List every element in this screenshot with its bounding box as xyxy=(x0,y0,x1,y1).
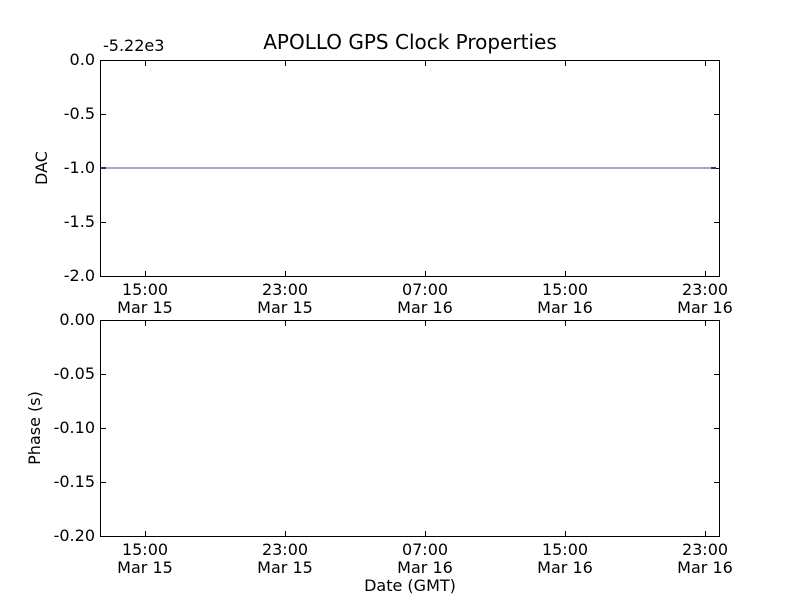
x-tick-mark xyxy=(285,61,286,66)
y-tick-mark xyxy=(101,374,106,375)
x-tick-mark xyxy=(425,61,426,66)
y-tick-mark xyxy=(101,536,106,537)
x-tick-date: Mar 16 xyxy=(397,298,453,317)
x-tick-label: 23:00 Mar 16 xyxy=(645,541,765,577)
y-tick-mark xyxy=(714,60,719,61)
x-tick-mark xyxy=(145,61,146,66)
x-axis-label: Date (GMT) xyxy=(364,576,456,595)
x-tick-mark xyxy=(285,271,286,276)
x-tick-label: 15:00 Mar 15 xyxy=(85,541,205,577)
y-tick-mark xyxy=(101,276,106,277)
x-tick-time: 15:00 xyxy=(121,540,169,559)
x-tick-mark xyxy=(425,531,426,536)
x-tick-mark xyxy=(145,531,146,536)
x-tick-label: 23:00 Mar 16 xyxy=(645,281,765,317)
y-tick-mark xyxy=(714,168,719,169)
y-tick-mark xyxy=(714,276,719,277)
x-tick-mark xyxy=(425,271,426,276)
x-tick-date: Mar 15 xyxy=(257,298,313,317)
x-tick-time: 07:00 xyxy=(401,280,449,299)
y-tick-mark xyxy=(101,428,106,429)
x-tick-time: 23:00 xyxy=(261,540,309,559)
y-tick-label: -0.10 xyxy=(53,418,95,437)
x-tick-label: 23:00 Mar 15 xyxy=(225,281,345,317)
y-tick-mark xyxy=(101,222,106,223)
x-tick-mark xyxy=(145,271,146,276)
x-tick-mark xyxy=(565,321,566,326)
x-tick-mark xyxy=(285,321,286,326)
x-tick-mark xyxy=(145,321,146,326)
y-tick-mark xyxy=(714,222,719,223)
x-tick-mark xyxy=(705,61,706,66)
y-tick-mark xyxy=(714,114,719,115)
y-tick-mark xyxy=(714,536,719,537)
y-tick-label: -1.5 xyxy=(63,212,95,231)
x-tick-time: 23:00 xyxy=(681,280,729,299)
x-tick-date: Mar 16 xyxy=(677,558,733,577)
y-tick-mark xyxy=(714,320,719,321)
y-tick-label: 0.0 xyxy=(69,50,95,69)
x-tick-mark xyxy=(565,61,566,66)
x-tick-mark xyxy=(285,531,286,536)
x-tick-date: Mar 16 xyxy=(537,298,593,317)
x-tick-label: 15:00 Mar 15 xyxy=(85,281,205,317)
y-tick-mark xyxy=(714,374,719,375)
x-tick-label: 15:00 Mar 16 xyxy=(505,281,625,317)
y-tick-mark xyxy=(101,320,106,321)
chart-title: APOLLO GPS Clock Properties xyxy=(263,30,557,54)
x-tick-time: 15:00 xyxy=(541,280,589,299)
dac-line-endpoint xyxy=(711,167,716,169)
x-tick-date: Mar 15 xyxy=(117,298,173,317)
y-tick-label: -0.15 xyxy=(53,472,95,491)
y-tick-label: -1.0 xyxy=(63,158,95,177)
y-tick-label: -2.0 xyxy=(63,266,95,285)
top-plot-area xyxy=(100,60,720,277)
x-tick-label: 07:00 Mar 16 xyxy=(365,541,485,577)
x-tick-time: 15:00 xyxy=(541,540,589,559)
x-tick-time: 23:00 xyxy=(681,540,729,559)
y-tick-mark xyxy=(101,482,106,483)
x-tick-time: 07:00 xyxy=(401,540,449,559)
x-tick-mark xyxy=(565,271,566,276)
x-tick-mark xyxy=(705,271,706,276)
x-tick-label: 15:00 Mar 16 xyxy=(505,541,625,577)
dac-line xyxy=(101,167,716,169)
x-tick-mark xyxy=(425,321,426,326)
x-tick-mark xyxy=(705,531,706,536)
bottom-plot-area xyxy=(100,320,720,537)
x-tick-label: 07:00 Mar 16 xyxy=(365,281,485,317)
y-tick-mark xyxy=(714,428,719,429)
x-tick-mark xyxy=(565,531,566,536)
y-tick-mark xyxy=(101,60,106,61)
x-tick-time: 15:00 xyxy=(121,280,169,299)
dac-line-endpoint xyxy=(101,167,106,169)
x-tick-date: Mar 16 xyxy=(397,558,453,577)
y-tick-label: -0.5 xyxy=(63,104,95,123)
y-tick-label: -0.20 xyxy=(53,526,95,545)
x-tick-time: 23:00 xyxy=(261,280,309,299)
x-tick-date: Mar 15 xyxy=(117,558,173,577)
x-tick-mark xyxy=(705,321,706,326)
y-axis-offset-text: -5.22e3 xyxy=(103,36,165,55)
y-tick-label: 0.00 xyxy=(59,310,95,329)
y-tick-label: -0.05 xyxy=(53,364,95,383)
x-tick-date: Mar 16 xyxy=(537,558,593,577)
x-tick-date: Mar 15 xyxy=(257,558,313,577)
x-tick-date: Mar 16 xyxy=(677,298,733,317)
x-tick-label: 23:00 Mar 15 xyxy=(225,541,345,577)
y-tick-mark xyxy=(101,114,106,115)
y-tick-mark xyxy=(714,482,719,483)
